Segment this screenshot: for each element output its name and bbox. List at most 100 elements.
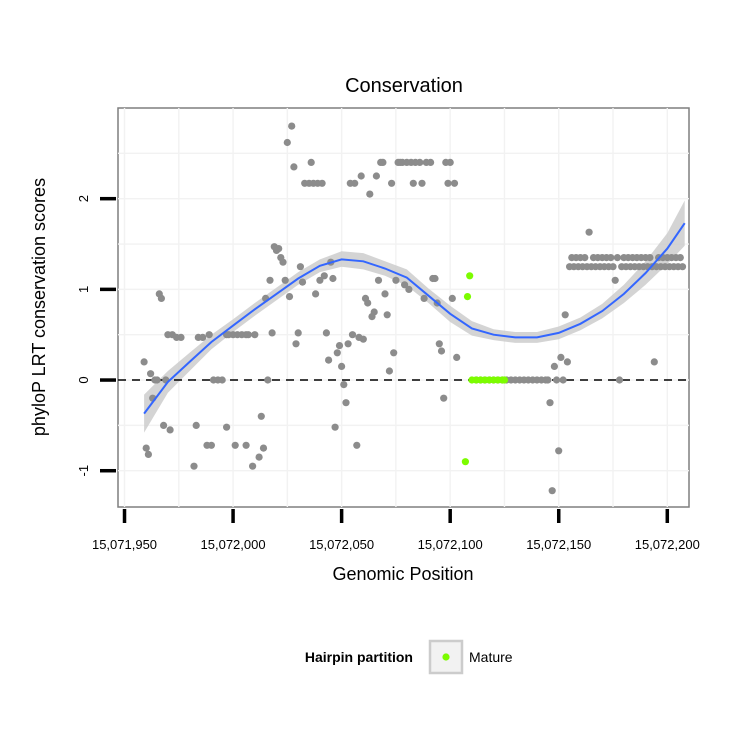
x-tick-label: 15,072,000 <box>201 537 266 552</box>
data-point <box>312 290 320 298</box>
data-point <box>364 299 372 307</box>
data-point <box>231 441 239 449</box>
data-point <box>613 254 622 262</box>
data-point <box>372 172 380 180</box>
data-point <box>416 158 424 166</box>
data-point <box>546 399 554 407</box>
data-point <box>383 311 391 319</box>
data-point <box>249 462 257 470</box>
y-axis-label: phyloP LRT conservation scores <box>29 178 49 436</box>
data-point <box>205 331 213 339</box>
data-point <box>379 158 387 166</box>
data-point <box>160 421 168 429</box>
data-point <box>268 329 276 337</box>
data-point <box>207 441 215 449</box>
data-point <box>288 122 296 130</box>
x-tick-label: 15,072,050 <box>309 537 374 552</box>
data-point <box>140 358 148 366</box>
data-point <box>544 376 552 384</box>
data-point <box>388 179 396 187</box>
data-point <box>561 311 569 319</box>
data-point <box>333 349 341 357</box>
x-tick-label: 15,072,200 <box>635 537 700 552</box>
data-point <box>257 412 265 420</box>
data-point <box>199 333 207 341</box>
data-point <box>153 376 161 384</box>
data-point <box>444 179 452 187</box>
x-tick-label: 15,072,100 <box>418 537 483 552</box>
data-point <box>450 179 459 187</box>
data-point <box>296 263 304 271</box>
data-point <box>285 293 294 301</box>
data-point <box>370 308 378 316</box>
data-point <box>157 294 165 302</box>
data-point <box>448 294 456 302</box>
data-point <box>676 254 684 262</box>
data-point <box>678 263 687 271</box>
data-point <box>294 329 302 337</box>
data-point <box>435 340 443 348</box>
data-point <box>559 376 567 384</box>
data-point <box>259 444 268 452</box>
data-point <box>453 353 461 361</box>
data-point <box>366 190 374 198</box>
legend-title: Hairpin partition <box>305 649 413 665</box>
data-point <box>281 276 289 284</box>
data-point <box>401 281 409 289</box>
data-point <box>611 276 619 284</box>
data-point <box>548 487 556 495</box>
y-tick-label: -1 <box>76 465 91 477</box>
data-point <box>392 276 400 284</box>
data-point <box>585 228 593 236</box>
legend-key-mature <box>442 653 450 661</box>
data-point <box>418 179 426 187</box>
data-point <box>353 441 361 449</box>
data-point <box>342 399 350 407</box>
x-tick-label: 15,071,950 <box>92 537 157 552</box>
data-point <box>144 450 152 458</box>
data-point-mature <box>461 458 469 466</box>
data-point <box>615 376 624 384</box>
data-point-mature <box>500 376 509 384</box>
data-point-mature <box>463 293 472 301</box>
data-point <box>283 138 291 147</box>
data-point <box>147 370 155 378</box>
data-point <box>557 353 565 361</box>
data-point <box>316 276 324 284</box>
data-point <box>359 335 367 343</box>
data-point <box>390 349 398 357</box>
confidence-band <box>144 200 685 433</box>
data-point <box>325 356 333 364</box>
data-point <box>340 381 348 389</box>
data-point <box>255 453 263 461</box>
data-point <box>550 362 559 370</box>
data-point <box>266 276 274 284</box>
data-point <box>307 158 315 166</box>
data-point <box>331 423 339 431</box>
data-point <box>553 376 561 384</box>
data-point <box>142 444 150 452</box>
data-point <box>218 376 226 384</box>
data-point <box>385 367 393 375</box>
data-point <box>275 245 283 253</box>
data-point <box>166 426 174 434</box>
data-point <box>563 358 572 366</box>
data-point <box>420 294 428 302</box>
data-point <box>437 347 446 355</box>
x-axis-label: Genomic Position <box>332 564 473 584</box>
data-point <box>223 423 231 431</box>
smooth-line-path <box>143 222 686 415</box>
data-point <box>177 333 185 341</box>
data-point <box>427 158 435 166</box>
data-point <box>609 263 617 271</box>
data-point <box>264 376 272 384</box>
smooth-trend-line <box>143 222 686 415</box>
data-point <box>351 179 359 187</box>
data-point <box>329 274 337 283</box>
data-point <box>251 331 259 339</box>
y-tick-label: 0 <box>76 376 91 383</box>
data-point <box>322 329 330 337</box>
chart-title: Conservation <box>345 75 463 97</box>
x-axis: 15,071,950 15,072,000 15,072,050 15,072,100… <box>92 509 700 552</box>
data-point <box>431 274 439 283</box>
